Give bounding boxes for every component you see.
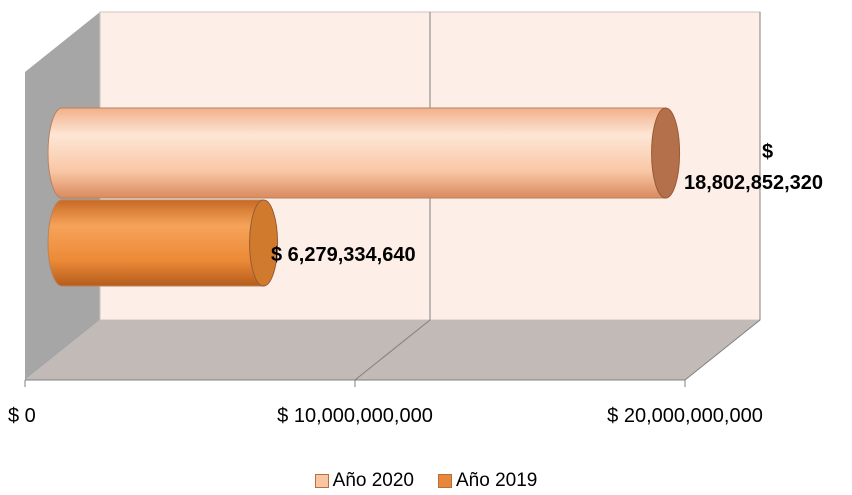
legend: Año 2020 Año 2019 [0, 470, 852, 492]
bar-2020 [47, 107, 681, 199]
legend-label-2020: Año 2020 [332, 470, 414, 491]
legend-swatch-2020 [314, 474, 329, 488]
tick-label: $ 10,000,000,000 [277, 405, 433, 427]
bar-2019 [47, 199, 279, 287]
floor-gridline [684, 319, 761, 381]
tick-label: $ 20,000,000,000 [607, 405, 763, 427]
tick-label: $ 0 [8, 405, 36, 427]
legend-item-2019: Año 2019 [438, 470, 537, 492]
bars [47, 107, 681, 287]
floor-gridline [354, 319, 431, 381]
x-axis: $ 0 $ 10,000,000,000 $ 20,000,000,000 [8, 379, 763, 427]
bar-2020-cap [651, 107, 681, 199]
data-label-2019: $ 6,279,334,640 [271, 244, 416, 266]
data-label-2020-value: 18,802,852,320 [684, 172, 823, 194]
data-labels: $18,802,852,320 $ 6,279,334,640 [271, 141, 823, 266]
legend-swatch-2019 [438, 474, 452, 488]
bar-2019-cap [249, 199, 279, 287]
legend-item-2020: Año 2020 [314, 470, 414, 492]
bar-2019-body [47, 199, 265, 287]
data-label-2020-currency: $ [762, 141, 773, 163]
legend-label-2019: Año 2019 [456, 470, 538, 491]
bar-2020-body [47, 107, 667, 199]
